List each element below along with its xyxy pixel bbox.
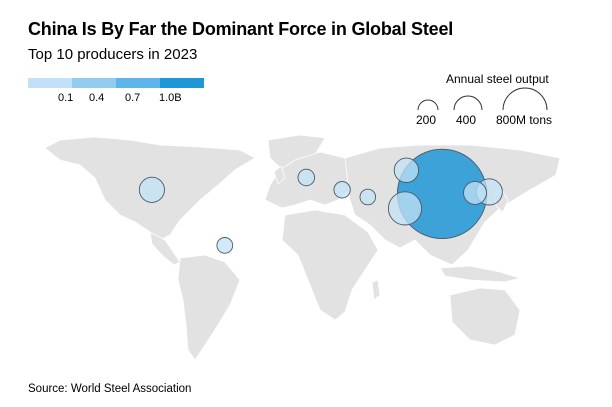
chart-title: China Is By Far the Dominant Force in Gl… xyxy=(28,19,454,39)
producer-bubble-india xyxy=(387,191,423,226)
producer-bubble-iran xyxy=(359,188,377,206)
indonesia-landmass xyxy=(439,265,521,283)
size-legend-arc-medium xyxy=(453,95,483,111)
color-scale-swatch xyxy=(160,78,204,88)
color-scale-swatch xyxy=(72,78,116,88)
producer-bubble-united-states xyxy=(138,176,165,203)
uk-landmass xyxy=(273,165,286,185)
australia-landmass xyxy=(449,287,521,346)
color-scale-label: 1.0B xyxy=(159,92,182,104)
color-scale-bar xyxy=(28,78,204,88)
source-note: Source: World Steel Association xyxy=(28,383,192,395)
africa-landmass xyxy=(281,209,379,321)
central-america-landmass xyxy=(149,231,181,266)
size-legend-label: 200 xyxy=(416,113,437,127)
color-scale-swatch xyxy=(28,78,72,88)
producer-bubble-russia xyxy=(393,157,420,183)
producer-bubble-turkey xyxy=(333,181,351,199)
size-legend-label: 400 xyxy=(456,113,477,127)
color-scale-swatch xyxy=(116,78,160,88)
chart-subtitle: Top 10 producers in 2023 xyxy=(28,46,198,63)
size-legend-title: Annual steel output xyxy=(446,72,549,86)
size-legend-arc-large xyxy=(502,87,548,111)
producer-bubble-south-korea xyxy=(463,180,487,205)
south-america-landmass xyxy=(177,254,241,361)
color-scale-label: 0.4 xyxy=(89,92,105,104)
size-legend-arc-small xyxy=(417,99,439,111)
madagascar-landmass xyxy=(371,279,381,301)
size-legend-label: 800M tons xyxy=(496,113,553,127)
size-legend: 200 400 800M tons xyxy=(400,84,600,129)
color-scale-label: 0.7 xyxy=(125,92,141,104)
producer-bubble-brazil xyxy=(216,237,234,254)
color-scale-labels: 0.1 0.4 0.7 1.0B xyxy=(28,92,228,106)
color-scale-label: 0.1 xyxy=(58,92,74,104)
producer-bubble-germany xyxy=(297,168,316,187)
